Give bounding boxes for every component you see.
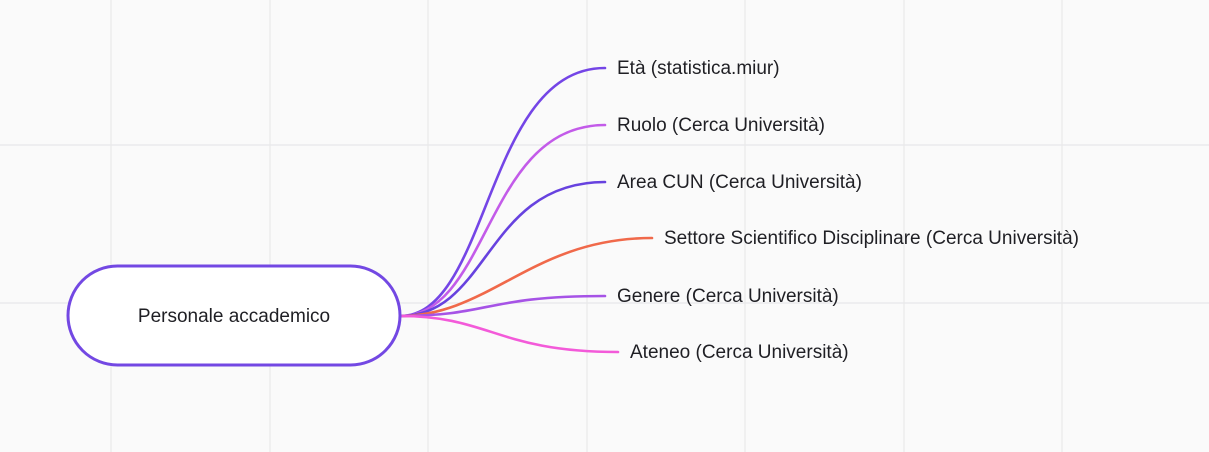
root-node[interactable] — [66, 264, 402, 367]
links — [398, 66, 654, 354]
child-label[interactable]: Età (statistica.miur) — [617, 58, 780, 79]
link — [398, 123, 607, 318]
link — [398, 66, 607, 318]
link — [398, 180, 607, 318]
child-label[interactable]: Genere (Cerca Università) — [617, 286, 839, 307]
root-label: Personale accademico — [138, 306, 330, 327]
child-label[interactable]: Area CUN (Cerca Università) — [617, 172, 862, 193]
link — [398, 294, 607, 318]
child-label[interactable]: Ateneo (Cerca Università) — [630, 342, 849, 363]
child-label[interactable]: Ruolo (Cerca Università) — [617, 115, 825, 136]
link — [398, 314, 620, 354]
link — [398, 236, 654, 318]
child-label[interactable]: Settore Scientifico Disciplinare (Cerca … — [664, 228, 1079, 249]
